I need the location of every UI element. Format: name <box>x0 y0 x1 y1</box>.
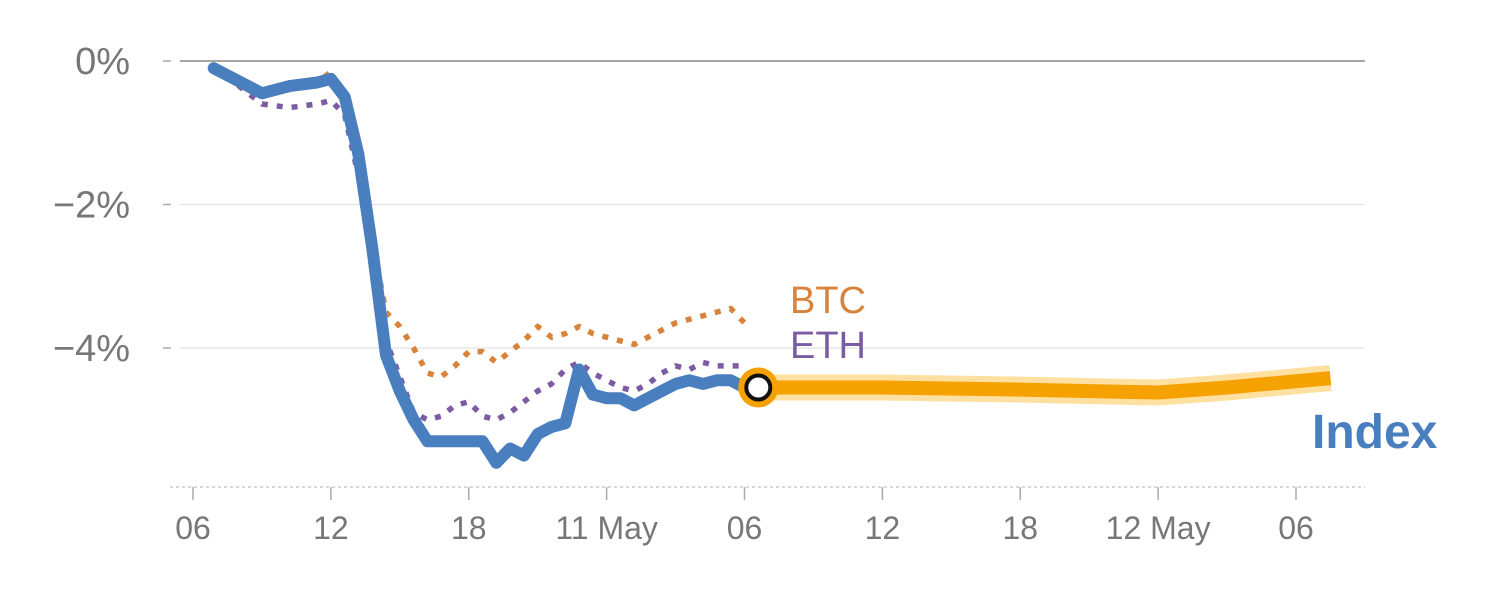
x-tick-label: 11 May <box>555 510 658 546</box>
axes: 0% −2% −4% 06 12 18 11 May 06 12 18 12 May 06 <box>53 41 1365 546</box>
grid-lines <box>180 60 1365 349</box>
series-label-btc: BTC <box>790 280 866 322</box>
x-tick-label: 06 <box>175 510 211 546</box>
y-tick-label: −2% <box>53 185 130 227</box>
series-line-btc <box>212 65 747 380</box>
x-tick-label: 06 <box>727 510 763 546</box>
x-tick-label: 12 <box>865 510 901 546</box>
x-tick-label: 12 <box>313 510 349 546</box>
y-tick-label: 0% <box>75 41 130 83</box>
current-point-marker <box>744 373 773 402</box>
x-tick-label: 06 <box>1278 510 1314 546</box>
series-lines <box>207 62 1332 469</box>
series-label-index: Index <box>1312 406 1438 459</box>
x-tick-label: 18 <box>451 510 487 546</box>
x-tick-label: 18 <box>1002 510 1038 546</box>
y-tick-label: −4% <box>53 328 130 370</box>
series-label-eth: ETH <box>790 325 866 367</box>
forecast-band <box>758 371 1332 400</box>
x-tick-label: 12 May <box>1106 510 1211 546</box>
series-line-index <box>207 62 751 469</box>
series-labels: BTC ETH Index <box>790 280 1438 459</box>
series-line-eth <box>212 65 745 423</box>
